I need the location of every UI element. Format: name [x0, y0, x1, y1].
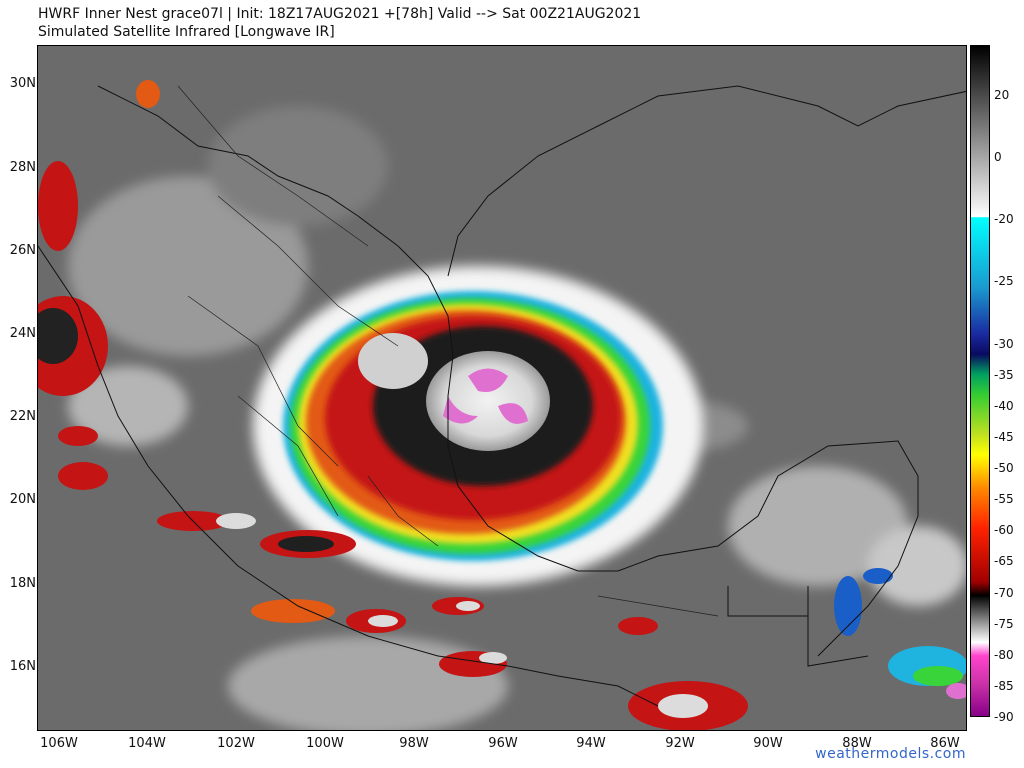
lon-label-98w: 98W	[399, 736, 429, 751]
lat-label-28n: 28N	[9, 160, 36, 175]
lon-label-100w: 100W	[306, 736, 344, 751]
state-borders	[177, 85, 719, 617]
colorbar-label-m55: -55	[994, 492, 1014, 506]
colorbar-label-m35: -35	[994, 368, 1014, 382]
caribbean-convection	[834, 568, 966, 699]
colorbar-label-m90: -90	[994, 710, 1014, 724]
lat-label-22n: 22N	[9, 409, 36, 424]
colorbar-label-m80: -80	[994, 648, 1014, 662]
lon-label-96w: 96W	[488, 736, 518, 751]
colorbar-label-m25: -25	[994, 274, 1014, 288]
lat-label-16n: 16N	[9, 659, 36, 674]
chart-title: HWRF Inner Nest grace07l | Init: 18Z17AU…	[38, 6, 642, 22]
lat-label-26n: 26N	[9, 243, 36, 258]
credit-watermark: weathermodels.com	[815, 746, 966, 762]
lon-label-102w: 102W	[217, 736, 255, 751]
colorbar-label-m65: -65	[994, 554, 1014, 568]
lon-label-106w: 106W	[40, 736, 78, 751]
colorbar-label-m45: -45	[994, 430, 1014, 444]
colorbar-label-m40: -40	[994, 399, 1014, 413]
colorbar	[970, 45, 990, 717]
map-canvas	[38, 46, 966, 730]
lat-label-18n: 18N	[9, 576, 36, 591]
hurricane-system	[253, 266, 703, 586]
colorbar-label-m75: -75	[994, 617, 1014, 631]
colorbar-label-m70: -70	[994, 586, 1014, 600]
lon-label-92w: 92W	[665, 736, 695, 751]
colorbar-label-m20: -20	[994, 212, 1014, 226]
lat-label-30n: 30N	[9, 76, 36, 91]
colorbar-label-m85: -85	[994, 679, 1014, 693]
coastlines	[38, 85, 966, 707]
colorbar-label-m30: -30	[994, 337, 1014, 351]
lon-label-104w: 104W	[128, 736, 166, 751]
lat-label-20n: 20N	[9, 492, 36, 507]
colorbar-label-20: 20	[994, 88, 1010, 102]
lon-label-88w: 88W	[842, 736, 872, 751]
lon-label-90w: 90W	[753, 736, 783, 751]
colorbar-label-m50: -50	[994, 461, 1014, 475]
satellite-map	[37, 45, 967, 731]
chart-subtitle: Simulated Satellite Infrared [Longwave I…	[38, 24, 335, 40]
lat-label-24n: 24N	[9, 326, 36, 341]
lon-label-94w: 94W	[576, 736, 606, 751]
colorbar-label-m60: -60	[994, 523, 1014, 537]
lon-label-86w: 86W	[930, 736, 960, 751]
convection-cells	[38, 80, 748, 730]
colorbar-label-0: 0	[994, 150, 1002, 164]
